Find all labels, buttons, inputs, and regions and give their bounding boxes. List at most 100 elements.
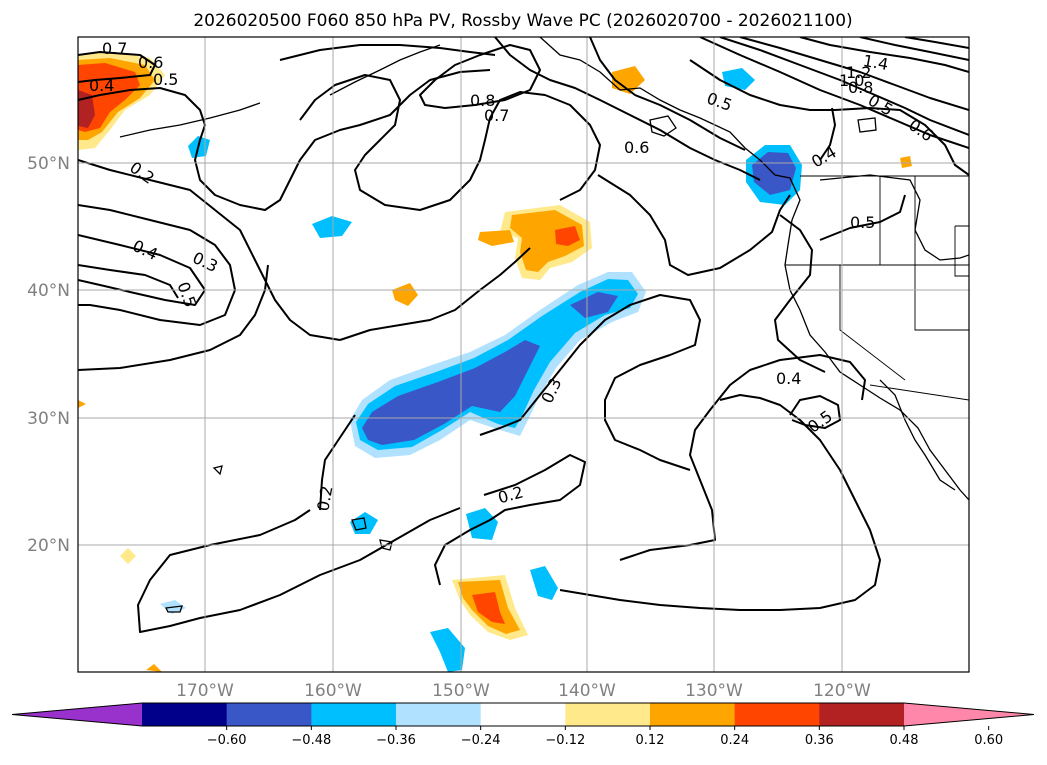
contour-1.4-ne — [719, 37, 969, 136]
pv-contours — [78, 37, 969, 633]
colorbar-extend-min — [12, 703, 142, 726]
coastline-north-america — [539, 37, 969, 501]
contour-0.6-east — [597, 174, 791, 276]
anomaly-fill-small-5 — [900, 156, 912, 168]
colorbar-tick-label: 0.12 — [636, 733, 665, 748]
lon-label: 140°W — [558, 681, 616, 701]
negative-fill-streamer-core — [362, 340, 540, 445]
contour-0.5-w — [78, 264, 179, 299]
negative-fill-streamer-tip — [570, 292, 618, 318]
anomaly-fill-central-west — [478, 230, 514, 246]
colorbar-segment — [819, 703, 905, 726]
negative-fill-hawaii — [350, 512, 378, 534]
contour-label: 0.8 — [848, 78, 873, 97]
contour-0.7-nw — [78, 51, 156, 83]
border-state-2 — [914, 176, 969, 331]
colorbar-tick-label: −0.48 — [291, 733, 331, 748]
contour-0.3-w — [78, 234, 206, 306]
colorbar-tick-label: 0.60 — [974, 733, 1003, 748]
coastline-baja — [879, 379, 956, 491]
contour-label: 0.6 — [624, 138, 649, 157]
colorbar-segment — [480, 703, 566, 726]
colorbar-tick-label: −0.24 — [461, 733, 501, 748]
contour-0.4-outer-east — [559, 394, 881, 611]
contour-0.8-ne — [689, 59, 969, 176]
contour-label: 0.5 — [850, 213, 875, 232]
negative-anomaly-shading — [160, 68, 802, 672]
colorbar-segment — [650, 703, 736, 726]
island-2 — [649, 115, 677, 137]
contour-0.7-ridge — [494, 37, 761, 181]
anomaly-fill-south-inner — [472, 592, 505, 624]
contour-label: 1.4 — [862, 51, 890, 74]
island-hawaii-1 — [351, 517, 367, 531]
anomaly-fill-central-mid — [510, 210, 584, 272]
colorbar-segment — [311, 703, 397, 726]
colorbar-tick-label: −0.36 — [376, 733, 416, 748]
contour-label: 0.7 — [484, 106, 509, 125]
contour-0.8-central — [299, 74, 601, 211]
negative-fill-small-4 — [430, 628, 465, 672]
contour-coastal — [774, 214, 826, 373]
contour-0.5-nw — [78, 69, 491, 211]
colorbar-extend-max — [904, 703, 1034, 726]
contour-0.4-east — [619, 354, 866, 561]
lon-label: 120°W — [813, 681, 871, 701]
negative-fill-small-1 — [312, 216, 352, 238]
contour-outer-north — [279, 44, 496, 61]
lon-label: 170°W — [176, 681, 234, 701]
lat-label: 30°N — [27, 409, 70, 429]
border-state-5 — [954, 225, 969, 277]
contour-0.5-closed — [789, 395, 841, 429]
anomaly-fill-small-4 — [78, 400, 86, 408]
anomaly-fill-small-2 — [120, 548, 136, 564]
map-area: 0.7 0.6 0.5 0.4 0.2 0.4 0.3 0.5 0.8 0.7 … — [78, 37, 969, 672]
colorbar-tick-label: −0.60 — [207, 733, 247, 748]
coastline-aleutians — [119, 102, 261, 138]
contour-1.0-ne — [699, 37, 969, 149]
contour-0.3-central — [479, 294, 701, 471]
contour-label: 0.8 — [470, 91, 495, 110]
colorbar-segment — [734, 703, 820, 726]
map-title: 2026020500 F060 850 hPa PV, Rossby Wave … — [193, 11, 852, 31]
lat-label: 50°N — [27, 154, 70, 174]
borders — [785, 175, 969, 401]
contour-ne-3 — [904, 37, 969, 49]
positive-anomaly-shading — [78, 52, 912, 672]
contour-0.5-sw-us — [819, 194, 906, 241]
contour-0.6-ridge — [589, 37, 746, 151]
colorbar-outline — [11, 702, 1035, 727]
colorbar-tick-label: 0.36 — [805, 733, 834, 748]
lon-label: 130°W — [685, 681, 743, 701]
graticule — [78, 37, 969, 672]
lat-label: 40°N — [27, 281, 70, 301]
colorbar: −0.60 −0.48 −0.36 −0.24 −0.12 0.12 0.24 0.36 0.4… — [11, 702, 1035, 748]
coastlines — [119, 37, 969, 613]
contour-1.2-ne — [739, 37, 969, 111]
contour-label: 1.0 — [839, 71, 864, 90]
colorbar-segment — [396, 703, 482, 726]
contour-0.3-streamer — [339, 247, 531, 341]
anomaly-fill-small-3 — [146, 664, 162, 672]
latitude-labels: 50°N 40°N 30°N 20°N — [27, 154, 70, 556]
longitude-labels: 170°W 160°W 150°W 140°W 130°W 120°W — [176, 681, 871, 701]
contour-0.2-sw — [78, 264, 269, 371]
contour-0.2-south — [137, 507, 461, 633]
contour-ne-2 — [859, 37, 969, 61]
border-us-mexico — [869, 384, 969, 401]
colorbar-tick-label: 0.24 — [720, 733, 749, 748]
contour-label: 1.2 — [846, 63, 871, 82]
contour-label: 0.2 — [313, 484, 336, 512]
contour-0.7-closed — [419, 44, 541, 109]
lon-label: 150°W — [432, 681, 490, 701]
contour-0.2-tail — [319, 414, 356, 511]
island-1 — [212, 465, 223, 476]
contour-0.2-w — [78, 159, 341, 341]
colorbar-tick-label: −0.12 — [545, 733, 585, 748]
negative-fill-small-3 — [530, 566, 558, 600]
lat-label: 20°N — [27, 536, 70, 556]
colorbar-tick-label: 0.48 — [890, 733, 919, 748]
contour-label: 0.6 — [138, 53, 163, 72]
map-frame — [77, 36, 970, 673]
